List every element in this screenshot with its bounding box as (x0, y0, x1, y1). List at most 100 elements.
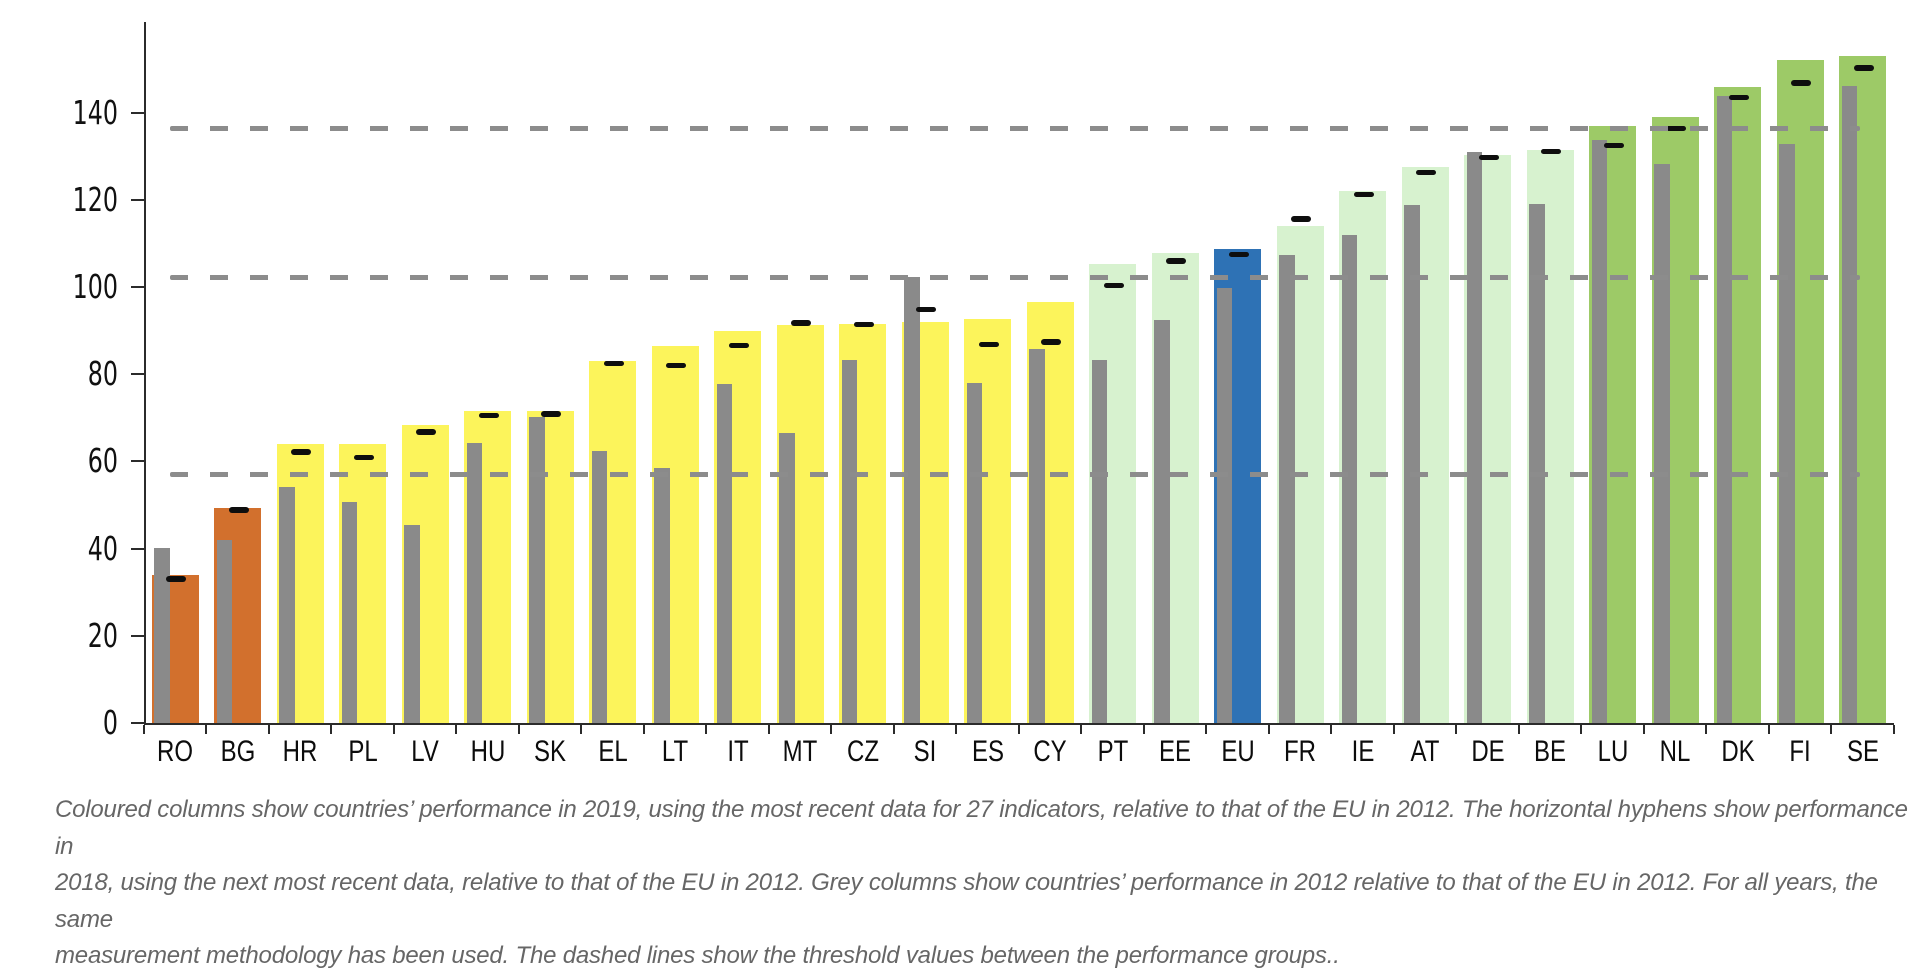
performance-2012-bar-MT (779, 432, 795, 723)
performance-2012-bar-SK (529, 417, 545, 723)
threshold-dashed-line-3 (170, 126, 1860, 132)
performance-2018-hyphen-BG (228, 507, 249, 513)
x-axis-label-FR: FR (1284, 735, 1316, 768)
x-axis-label-EL: EL (597, 735, 628, 768)
x-axis-tick (1017, 725, 1020, 734)
performance-2018-hyphen-FI (1791, 80, 1811, 86)
x-axis-label-SI: SI (913, 735, 937, 768)
performance-2018-hyphen-CY (1041, 339, 1061, 345)
performance-2018-hyphen-HR (291, 449, 311, 455)
performance-2018-hyphen-DK (1728, 94, 1749, 101)
performance-2012-bar-BG (216, 539, 232, 723)
performance-2018-hyphen-EU (1228, 251, 1249, 258)
performance-2012-bar-ES (966, 383, 982, 723)
x-axis-tick (1830, 725, 1833, 734)
x-axis-tick (1892, 725, 1895, 734)
y-axis-line (144, 22, 146, 725)
x-axis-label-PL: PL (347, 735, 378, 768)
x-axis-label-EE: EE (1158, 735, 1192, 768)
performance-2018-hyphen-LT (666, 362, 686, 369)
x-axis-tick (1767, 725, 1770, 734)
x-axis-label-HU: HU (470, 735, 505, 768)
caption-line-2: 2018, using the next most recent data, r… (55, 869, 1878, 933)
x-axis-label-EU: EU (1220, 735, 1255, 768)
y-axis-tick-label: 40 (87, 528, 118, 568)
y-axis-tick (131, 111, 144, 114)
x-axis-label-HR: HR (282, 735, 318, 768)
threshold-dashed-line-1 (170, 471, 1860, 477)
chart-caption: Coloured columns show countries’ perform… (55, 792, 1915, 975)
performance-2018-hyphen-SK (541, 411, 561, 417)
performance-2012-bar-EE (1154, 319, 1170, 723)
performance-2018-hyphen-EE (1166, 258, 1186, 264)
y-axis-tick (131, 460, 144, 463)
x-axis-label-LU: LU (1597, 735, 1628, 768)
performance-2018-hyphen-SE (1853, 65, 1874, 71)
x-axis-label-AT: AT (1410, 735, 1440, 768)
performance-2012-bar-LV (404, 524, 420, 723)
x-axis-label-LV: LV (411, 735, 439, 768)
performance-2018-hyphen-AT (1416, 169, 1436, 176)
caption-line-3: measurement methodology has been used. T… (55, 942, 1340, 969)
y-axis-tick (131, 634, 144, 637)
x-axis-label-BE: BE (1533, 735, 1567, 768)
performance-2018-hyphen-EL (603, 360, 624, 367)
x-axis-tick (1205, 725, 1208, 734)
x-axis-tick (142, 725, 145, 734)
performance-2012-bar-DK (1716, 95, 1732, 723)
performance-2012-bar-IE (1341, 234, 1357, 723)
x-axis-tick (1580, 725, 1583, 734)
performance-2012-bar-CZ (841, 360, 857, 723)
performance-2018-hyphen-CZ (853, 321, 874, 328)
x-axis-tick (1267, 725, 1270, 734)
y-axis-tick-label: 20 (87, 615, 118, 655)
x-axis-tick (1517, 725, 1520, 734)
x-axis-label-BG: BG (220, 735, 255, 768)
x-axis-label-DE: DE (1470, 735, 1505, 768)
y-axis-tick-label: 80 (87, 354, 118, 394)
performance-2012-bar-HR (279, 487, 295, 723)
x-axis-line (144, 723, 1894, 725)
x-axis-label-NL: NL (1659, 735, 1691, 768)
performance-2012-bar-BE (1529, 204, 1545, 723)
x-axis-tick (1142, 725, 1145, 734)
x-axis-tick (1705, 725, 1708, 734)
performance-2018-hyphen-LU (1603, 142, 1624, 149)
x-axis-tick (205, 725, 208, 734)
performance-2012-bar-SI (904, 277, 920, 723)
performance-2012-bar-SE (1841, 86, 1857, 723)
x-axis-label-RO: RO (157, 735, 193, 768)
performance-2018-hyphen-LV (416, 429, 436, 435)
performance-2018-hyphen-BE (1541, 148, 1561, 155)
x-axis-tick (1455, 725, 1458, 734)
x-axis-label-PT: PT (1097, 735, 1128, 768)
performance-2012-bar-LU (1591, 140, 1607, 723)
performance-2012-bar-FR (1279, 254, 1295, 723)
performance-2012-bar-CY (1029, 348, 1045, 723)
x-axis-tick (1080, 725, 1083, 734)
y-axis-tick (131, 547, 144, 550)
y-axis-tick-label: 100 (72, 267, 118, 306)
y-axis-tick-label: 60 (87, 441, 118, 481)
y-axis-tick (131, 286, 144, 288)
x-axis-label-IE: IE (1351, 735, 1374, 768)
performance-2012-bar-LT (654, 468, 670, 723)
x-axis-label-CY: CY (1033, 735, 1067, 768)
x-axis-tick (955, 725, 958, 734)
x-axis-label-SK: SK (533, 735, 567, 768)
x-axis-tick (392, 725, 395, 734)
performance-2018-hyphen-ES (978, 341, 999, 348)
performance-2012-bar-PL (341, 501, 357, 723)
performance-2018-hyphen-SI (916, 306, 936, 313)
performance-2012-bar-IT (716, 383, 732, 723)
performance-2018-hyphen-IT (728, 342, 749, 349)
performance-2018-hyphen-HU (478, 412, 499, 419)
performance-2018-hyphen-RO (166, 576, 186, 582)
performance-2012-bar-PT (1091, 360, 1107, 723)
performance-2018-hyphen-FR (1291, 216, 1311, 222)
y-axis-tick-label: 0 (102, 703, 118, 742)
performance-2012-bar-RO (154, 547, 170, 723)
y-axis-tick-label: 140 (72, 92, 118, 132)
x-axis-tick (1392, 725, 1395, 734)
x-axis-tick (580, 725, 583, 734)
